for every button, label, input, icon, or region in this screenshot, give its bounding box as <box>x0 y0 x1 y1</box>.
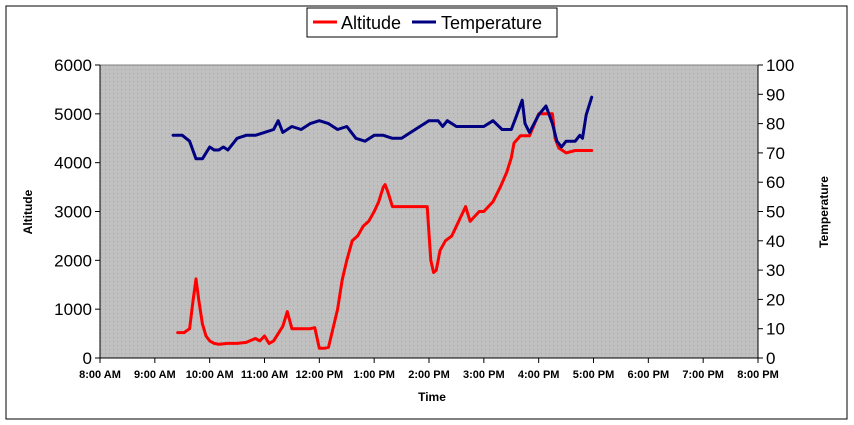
y-left-tick-label: 2000 <box>54 251 92 270</box>
y-right-tick-label: 70 <box>766 144 785 163</box>
y-axis-right-title: Temperature <box>817 176 831 248</box>
y-right-tick-label: 100 <box>766 56 794 75</box>
y-right-tick-label: 30 <box>766 261 785 280</box>
legend: Altitude Temperature <box>306 7 558 38</box>
y-axis-left-title: Altitude <box>21 189 35 234</box>
y-left-tick-label: 3000 <box>54 203 92 222</box>
series-line-altitude <box>176 112 594 350</box>
y-right-tick-label: 60 <box>766 173 785 192</box>
y-left-tick-label: 4000 <box>54 154 92 173</box>
legend-label-altitude: Altitude <box>341 13 401 33</box>
x-tick-label: 9:00 AM <box>134 369 176 381</box>
x-tick-label: 4:00 PM <box>518 369 560 381</box>
y-right-tick-label: 10 <box>766 320 785 339</box>
x-tick-label: 12:00 PM <box>295 369 343 381</box>
x-tick-label: 7:00 PM <box>682 369 724 381</box>
y-left-tick-label: 6000 <box>54 56 92 75</box>
x-tick-label: 2:00 PM <box>408 369 450 381</box>
y-right-tick-label: 80 <box>766 115 785 134</box>
y-right-tick-label: 50 <box>766 203 785 222</box>
x-tick-label: 3:00 PM <box>463 369 505 381</box>
y-right-tick-label: 20 <box>766 290 785 309</box>
y-right-tick-label: 40 <box>766 232 785 251</box>
y-left-tick-label: 1000 <box>54 300 92 319</box>
x-axis-title: Time <box>418 390 446 404</box>
series-line-temperature <box>171 95 594 161</box>
y-left-tick-label: 5000 <box>54 105 92 124</box>
y-right-tick-label: 90 <box>766 85 785 104</box>
y-left-tick-label: 0 <box>83 349 92 368</box>
legend-label-temperature: Temperature <box>441 13 542 33</box>
x-tick-label: 8:00 PM <box>737 369 779 381</box>
x-tick-label: 5:00 PM <box>573 369 615 381</box>
x-tick-label: 10:00 AM <box>186 369 234 381</box>
x-tick-label: 6:00 PM <box>628 369 670 381</box>
y-right-tick-label: 0 <box>766 349 775 368</box>
x-tick-label: 8:00 AM <box>79 369 121 381</box>
x-tick-label: 1:00 PM <box>353 369 395 381</box>
axes-layer: 0 1000 2000 3000 4000 5000 6000 0 10 20 30 40 50 60 70… <box>54 56 794 381</box>
x-tick-label: 11:00 AM <box>241 369 288 381</box>
series-layer <box>171 95 594 350</box>
